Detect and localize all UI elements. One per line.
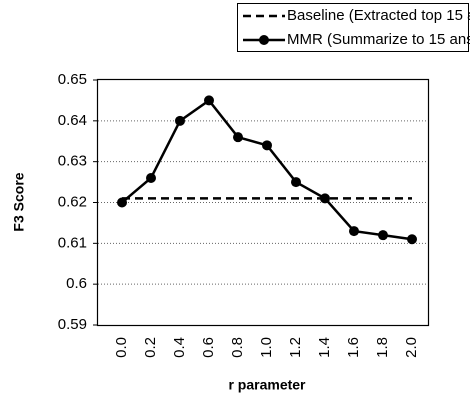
x-tick-label: 0.0 [113,337,130,358]
x-tick-label: 0.8 [229,337,246,358]
y-tick-label: 0.6 [66,275,87,292]
x-tick-label: 0.6 [200,337,217,358]
series-marker [204,95,214,106]
series-marker [117,197,127,208]
y-tick-label: 0.61 [58,234,87,251]
legend-label: MMR (Summarize to 15 answer candidates) [287,31,470,48]
x-tick-label: 1.0 [258,337,275,358]
series-marker [291,177,301,188]
y-tick-label: 0.59 [58,316,87,333]
series-marker [175,115,185,126]
legend-marker [259,35,269,45]
series-marker [262,140,272,151]
series-marker [146,173,156,183]
y-tick-label: 0.62 [58,193,87,210]
x-tick-label: 1.4 [316,337,333,358]
x-tick-label: 2.0 [403,337,420,358]
series-marker [407,234,417,245]
y-tick-label: 0.63 [58,153,87,170]
x-axis-label: r parameter [228,377,306,393]
x-tick-label: 1.6 [345,337,362,358]
x-tick-label: 1.2 [287,337,304,358]
y-axis-label: F3 Score [11,172,27,231]
x-tick-label: 1.8 [374,337,391,358]
x-tick-label: 0.4 [171,337,188,358]
legend-label: Baseline (Extracted top 15 answer candid… [287,7,470,24]
series-marker [378,230,388,241]
x-tick-label: 0.2 [142,337,159,358]
y-tick-label: 0.64 [58,112,87,129]
legend-box [237,3,469,52]
series-marker [349,226,359,237]
series-marker [320,193,330,204]
y-tick-label: 0.65 [58,71,87,88]
series-marker [233,132,243,143]
